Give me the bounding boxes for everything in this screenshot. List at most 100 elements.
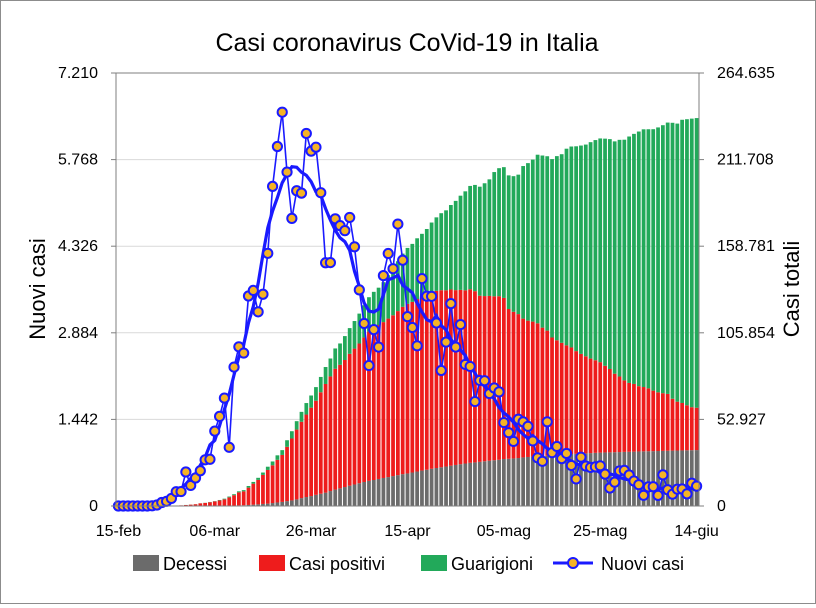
bar-decessi — [454, 465, 458, 506]
bar-casi-positivi — [420, 296, 424, 470]
bar-decessi — [386, 477, 390, 506]
bar-guarigioni — [415, 238, 419, 299]
bar-decessi — [290, 500, 294, 506]
bar-decessi — [300, 498, 304, 506]
bar-guarigioni — [483, 183, 487, 296]
bar-casi-positivi — [444, 290, 448, 466]
nuovi-casi-point — [446, 299, 455, 308]
bar-decessi — [521, 457, 525, 506]
bar-guarigioni — [319, 377, 323, 392]
bar-casi-positivi — [690, 407, 694, 450]
bar-guarigioni — [671, 123, 675, 399]
bar-guarigioni — [666, 123, 670, 394]
bar-casi-positivi — [338, 365, 342, 489]
bar-guarigioni — [550, 159, 554, 337]
bar-decessi — [444, 467, 448, 506]
bar-casi-positivi — [632, 384, 636, 452]
bar-decessi — [367, 481, 371, 506]
bar-casi-positivi — [401, 307, 405, 474]
nuovi-casi-point — [229, 362, 238, 371]
bar-decessi — [497, 460, 501, 506]
bar-guarigioni — [261, 473, 265, 475]
nuovi-casi-point — [176, 487, 185, 496]
bar-casi-positivi — [463, 290, 467, 463]
bar-guarigioni — [608, 139, 612, 369]
bar-guarigioni — [569, 147, 573, 348]
bar-casi-positivi — [343, 360, 347, 487]
bar-casi-positivi — [642, 387, 646, 451]
nuovi-casi-point — [254, 307, 263, 316]
bar-casi-positivi — [516, 314, 520, 458]
bar-guarigioni — [690, 119, 694, 408]
bar-guarigioni — [251, 482, 255, 484]
bar-guarigioni — [357, 314, 361, 344]
bar-casi-positivi — [256, 480, 260, 504]
nuovi-casi-point — [384, 249, 393, 258]
bar-casi-positivi — [574, 351, 578, 454]
bar-casi-positivi — [271, 465, 275, 503]
nuovi-casi-point — [181, 467, 190, 476]
bar-decessi — [488, 461, 492, 506]
bar-guarigioni — [695, 118, 699, 408]
bar-guarigioni — [488, 179, 492, 296]
bar-guarigioni — [232, 494, 236, 495]
bar-decessi — [550, 455, 554, 506]
bar-guarigioni — [642, 129, 646, 387]
legend-swatch-guarigioni — [421, 555, 447, 571]
bar-guarigioni — [560, 154, 564, 343]
nuovi-casi-point — [196, 466, 205, 475]
nuovi-casi-point — [538, 457, 547, 466]
bar-casi-positivi — [266, 470, 270, 504]
nuovi-casi-point — [249, 286, 258, 295]
x-tick-label: 25-mag — [573, 523, 627, 540]
bar-decessi — [410, 473, 414, 506]
bar-guarigioni — [343, 336, 347, 360]
bar-guarigioni — [266, 467, 270, 470]
bar-casi-positivi — [280, 455, 284, 502]
nuovi-casi-point — [403, 312, 412, 321]
bar-decessi — [425, 470, 429, 506]
bar-casi-positivi — [541, 328, 545, 456]
y2-tick-label: 0 — [717, 498, 726, 515]
nuovi-casi-point — [278, 108, 287, 117]
bar-decessi — [512, 458, 516, 506]
nuovi-casi-point — [504, 428, 513, 437]
y-tick-label: 1.442 — [58, 411, 98, 428]
y-tick-label: 7.210 — [58, 65, 98, 82]
nuovi-casi-point — [413, 341, 422, 350]
bar-casi-positivi — [295, 430, 299, 500]
bar-casi-positivi — [550, 338, 554, 456]
bar-guarigioni — [324, 367, 328, 384]
bar-casi-positivi — [637, 386, 641, 451]
bar-guarigioni — [478, 187, 482, 296]
bar-guarigioni — [516, 175, 520, 314]
bar-guarigioni — [333, 348, 337, 368]
bar-guarigioni — [656, 127, 660, 392]
bar-casi-positivi — [497, 296, 501, 460]
bar-casi-positivi — [251, 484, 255, 505]
bar-casi-positivi — [247, 488, 251, 505]
bar-guarigioni — [492, 172, 496, 296]
bar-casi-positivi — [627, 383, 631, 452]
nuovi-casi-point — [509, 437, 518, 446]
bar-decessi — [314, 495, 318, 506]
bar-decessi — [516, 458, 520, 506]
bar-casi-positivi — [671, 399, 675, 451]
bar-guarigioni — [444, 210, 448, 290]
bar-casi-positivi — [492, 296, 496, 460]
x-tick-label: 05-mag — [477, 523, 531, 540]
bar-casi-positivi — [560, 343, 564, 455]
bar-decessi — [459, 464, 463, 506]
bar-casi-positivi — [675, 402, 679, 451]
nuovi-casi-point — [220, 393, 229, 402]
nuovi-casi-point — [456, 320, 465, 329]
bar-guarigioni — [304, 403, 308, 414]
legend-label-decessi: Decessi — [163, 554, 227, 574]
nuovi-casi-point — [374, 342, 383, 351]
bar-guarigioni — [531, 160, 535, 322]
bar-guarigioni — [632, 134, 636, 384]
bar-guarigioni — [227, 497, 231, 498]
bar-guarigioni — [579, 146, 583, 354]
